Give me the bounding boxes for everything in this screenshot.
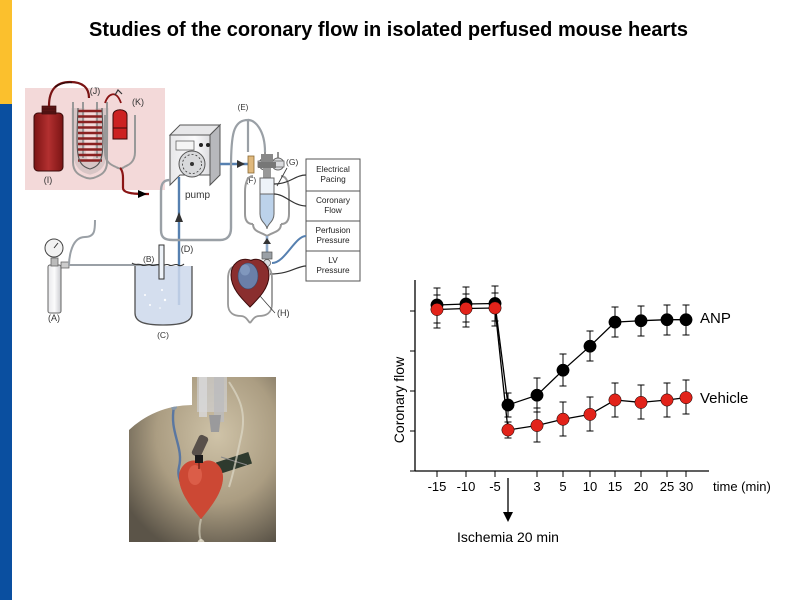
svg-text:(K): (K): [132, 97, 144, 107]
svg-text:15: 15: [608, 479, 622, 494]
svg-text:Pressure: Pressure: [316, 265, 350, 275]
svg-text:Pressure: Pressure: [316, 235, 350, 245]
svg-text:Vehicle: Vehicle: [700, 390, 748, 407]
svg-text:-10: -10: [457, 479, 476, 494]
svg-text:(G): (G): [286, 157, 298, 167]
svg-text:(J): (J): [90, 86, 101, 96]
svg-text:(A): (A): [48, 313, 60, 323]
svg-text:Ischemia 20 min: Ischemia 20 min: [457, 529, 559, 545]
svg-text:Perfusion: Perfusion: [315, 225, 350, 235]
svg-text:-15: -15: [428, 479, 447, 494]
svg-text:(C): (C): [157, 330, 169, 340]
svg-text:(B): (B): [143, 254, 155, 264]
svg-text:(D): (D): [181, 244, 194, 254]
svg-text:-5: -5: [489, 479, 501, 494]
svg-text:Coronary: Coronary: [316, 195, 351, 205]
svg-text:5: 5: [559, 479, 566, 494]
svg-text:time (min): time (min): [713, 479, 771, 494]
svg-text:pump: pump: [185, 190, 210, 201]
svg-text:3: 3: [533, 479, 540, 494]
svg-text:10: 10: [583, 479, 597, 494]
svg-text:LV: LV: [328, 255, 338, 265]
svg-text:Electrical: Electrical: [316, 164, 350, 174]
svg-text:25: 25: [660, 479, 674, 494]
svg-text:30: 30: [679, 479, 693, 494]
svg-text:Flow: Flow: [324, 205, 343, 215]
svg-text:ANP: ANP: [700, 310, 731, 327]
svg-text:(I): (I): [44, 175, 53, 185]
svg-text:Coronary flow: Coronary flow: [391, 356, 407, 443]
svg-text:20: 20: [634, 479, 648, 494]
svg-text:(H): (H): [277, 308, 290, 318]
svg-text:Pacing: Pacing: [320, 174, 346, 184]
svg-text:(E): (E): [238, 103, 249, 112]
